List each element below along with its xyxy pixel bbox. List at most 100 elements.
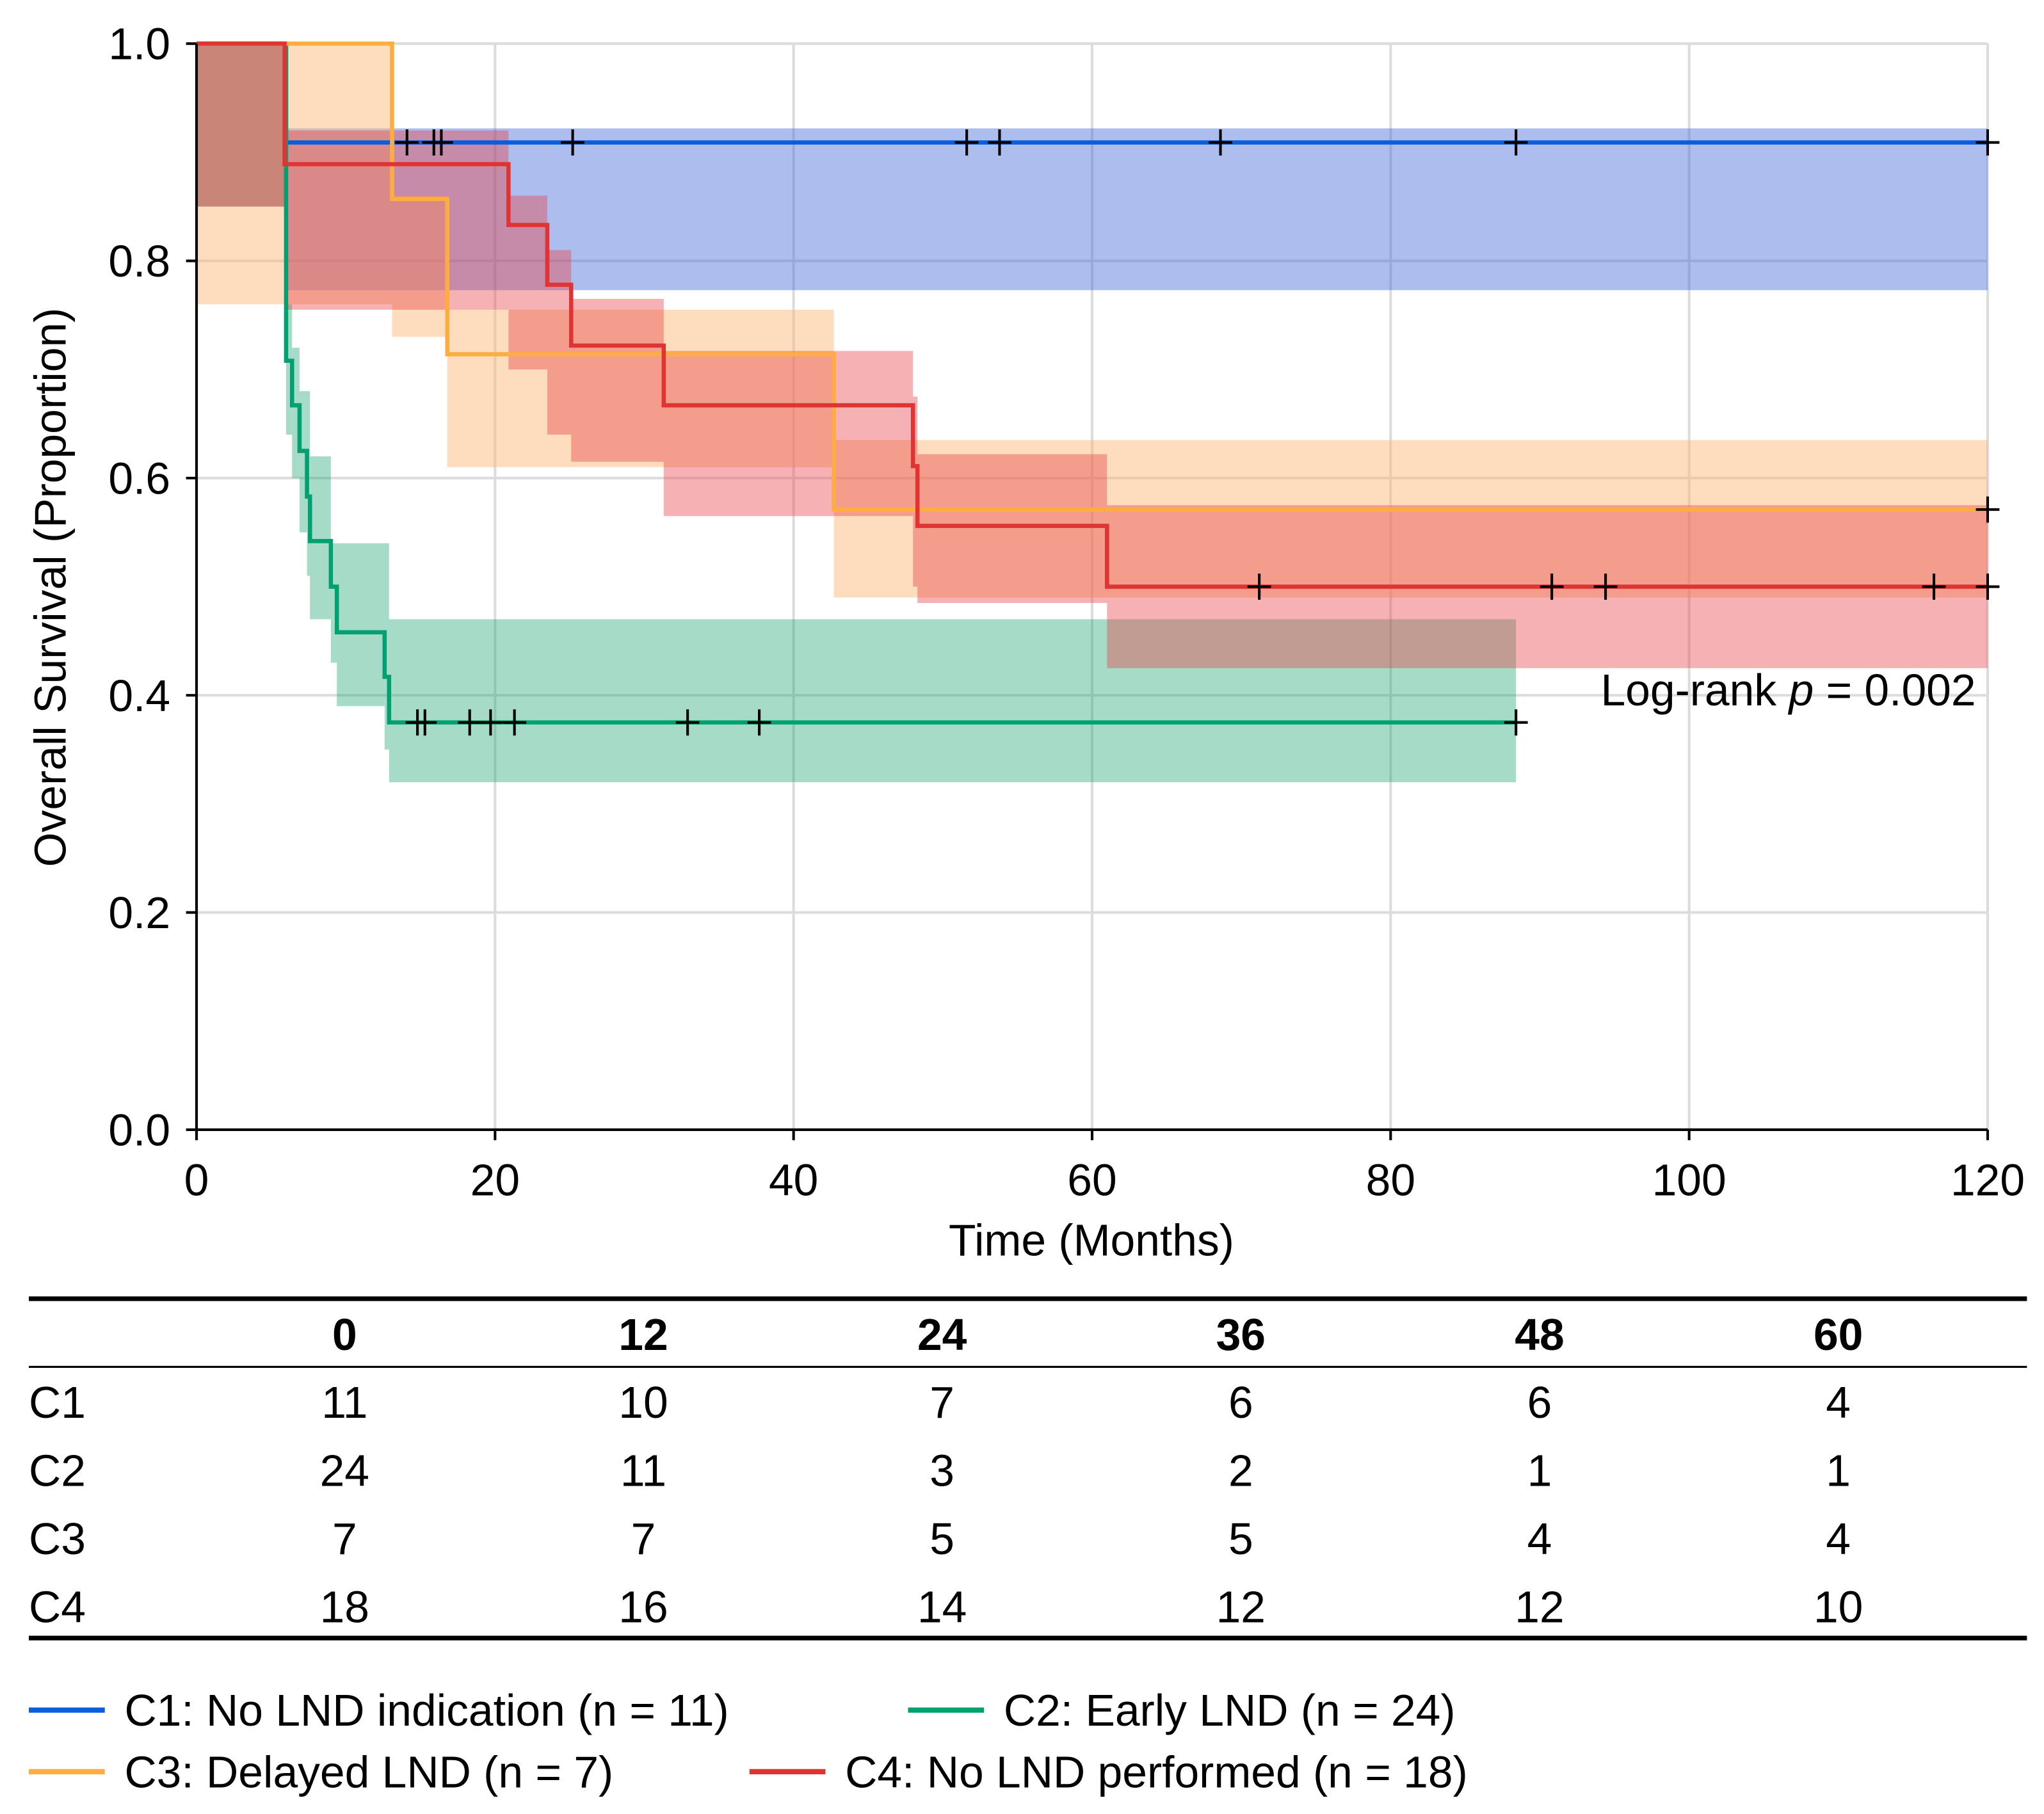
risk-table-cell: 5 <box>929 1514 954 1564</box>
ci-band-c3 <box>833 440 1988 598</box>
x-tick-label: 20 <box>471 1155 520 1205</box>
survival-curve-c2 <box>197 41 1517 725</box>
risk-row-label: C1 <box>29 1377 86 1427</box>
x-axis-label: Time (Months) <box>949 1215 1234 1265</box>
ci-band-c4 <box>547 250 572 435</box>
risk-table-cell: 6 <box>1527 1377 1552 1427</box>
x-tick-label: 40 <box>769 1155 818 1205</box>
risk-table-cell: 3 <box>929 1446 954 1496</box>
censor-mark-c1 <box>1209 129 1232 156</box>
axes <box>186 42 1990 1141</box>
y-tick-label: 1.0 <box>108 19 170 69</box>
x-tick-labels: 0 20 40 60 80 100 120 <box>184 1155 2025 1205</box>
risk-table-cell: 11 <box>620 1446 666 1496</box>
ci-band-c2 <box>389 619 1517 782</box>
censor-mark-c2 <box>413 709 437 736</box>
confidence-bands <box>197 44 1988 782</box>
legend-label-c3: C3: Delayed LND (n = 7) <box>124 1747 613 1797</box>
censor-mark-c3 <box>1976 496 2000 523</box>
survival-curves <box>197 41 1988 725</box>
ci-band-c2 <box>286 304 293 435</box>
log-rank-annotation: Log-rank p = 0.002 <box>1600 665 1976 715</box>
y-tick-label: 0.2 <box>108 888 170 938</box>
censor-mark-c4 <box>1247 574 1271 600</box>
x-tick-label: 80 <box>1366 1155 1415 1205</box>
risk-row-label: C4 <box>29 1582 86 1632</box>
ci-band-c2 <box>330 543 337 663</box>
risk-table-cell: 10 <box>1814 1582 1863 1632</box>
risk-table-cell: 4 <box>1527 1514 1552 1564</box>
risk-table-cell: 1 <box>1527 1446 1552 1496</box>
risk-table-header: 24 <box>917 1310 967 1360</box>
y-tick-label: 0.0 <box>108 1105 170 1155</box>
ci-band-c4 <box>571 298 664 462</box>
legend-label-c4: C4: No LND performed (n = 18) <box>845 1747 1468 1797</box>
ci-band-c2 <box>292 348 300 478</box>
ci-band-c3 <box>197 44 392 305</box>
y-axis-label: Overall Survival (Proportion) <box>25 308 75 867</box>
legend-label-c1: C1: No LND indication (n = 11) <box>124 1685 728 1735</box>
survival-curve-c3 <box>197 41 1988 512</box>
risk-table-cell: 18 <box>320 1582 369 1632</box>
risk-table-cell: 7 <box>332 1514 357 1564</box>
x-tick-label: 100 <box>1652 1155 1726 1205</box>
censor-mark-c4 <box>1540 574 1564 600</box>
risk-table-cell: 10 <box>618 1377 668 1427</box>
censor-mark-c1 <box>1976 129 2000 156</box>
legend-label-c2: C2: Early LND (n = 24) <box>1004 1685 1456 1735</box>
risk-table-cell: 14 <box>917 1582 967 1632</box>
risk-table-header: 48 <box>1515 1310 1564 1360</box>
ci-band-c4 <box>508 195 547 370</box>
censor-mark-c1 <box>954 129 979 156</box>
risk-table-cell: 4 <box>1826 1377 1851 1427</box>
ci-band-c1 <box>197 44 286 207</box>
risk-table-cell: 5 <box>1228 1514 1253 1564</box>
y-tick-label: 0.4 <box>108 671 170 721</box>
censor-mark-c4 <box>1922 574 1946 600</box>
censor-mark-c1 <box>429 129 453 156</box>
ci-band-c3 <box>447 309 834 467</box>
ci-band-c3 <box>392 195 447 337</box>
censor-mark-c2 <box>747 709 771 736</box>
risk-table-cell: 12 <box>1515 1582 1564 1632</box>
censor-mark-c2 <box>478 709 503 736</box>
risk-table-cell: 2 <box>1228 1446 1253 1496</box>
ci-band-c2 <box>337 543 385 707</box>
censor-mark-c2 <box>503 709 527 736</box>
risk-table-header: 60 <box>1814 1310 1863 1360</box>
ci-band-c4 <box>197 44 285 207</box>
risk-table-header: 12 <box>618 1310 668 1360</box>
risk-table-cell: 7 <box>631 1514 656 1564</box>
censor-mark-c4 <box>1593 574 1618 600</box>
censor-mark-c2 <box>458 709 482 736</box>
y-tick-labels: 0.0 0.2 0.4 0.6 0.8 1.0 <box>108 19 170 1155</box>
censor-mark-c4 <box>1976 574 2000 600</box>
x-tick-label: 60 <box>1067 1155 1116 1205</box>
ci-band-c4 <box>913 396 918 587</box>
risk-table-header: 36 <box>1216 1310 1266 1360</box>
risk-row-label: C3 <box>29 1514 86 1564</box>
ci-band-c2 <box>299 391 307 533</box>
ci-band-c1 <box>286 128 1988 291</box>
censor-mark-c2 <box>675 709 700 736</box>
y-tick-label: 0.6 <box>108 453 170 503</box>
risk-table-cell: 7 <box>929 1377 954 1427</box>
censor-mark-c1 <box>561 129 585 156</box>
ci-band-c4 <box>284 130 509 310</box>
risk-table-cell: 12 <box>1216 1582 1266 1632</box>
survival-curve-c4 <box>197 41 1988 589</box>
censor-mark-c2 <box>1504 709 1528 736</box>
risk-row-label: C2 <box>29 1446 86 1496</box>
ci-band-c4 <box>663 351 913 517</box>
censor-mark-c1 <box>395 129 419 156</box>
risk-table-header: 0 <box>332 1310 357 1360</box>
x-tick-label: 0 <box>184 1155 209 1205</box>
y-tick-label: 0.8 <box>108 236 170 286</box>
risk-table-cell: 24 <box>320 1446 369 1496</box>
risk-table-cell: 11 <box>321 1377 367 1427</box>
legend: C1: No LND indication (n = 11) C2: Early … <box>29 1685 1468 1797</box>
censor-mark-c1 <box>988 129 1011 156</box>
risk-table-cell: 6 <box>1228 1377 1253 1427</box>
